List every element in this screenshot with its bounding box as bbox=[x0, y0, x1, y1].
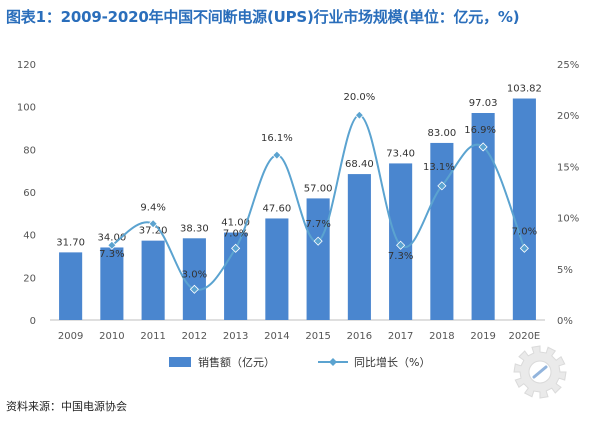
line-value-label: 7.0% bbox=[223, 228, 248, 239]
y-right-tick-label: 15% bbox=[557, 162, 579, 173]
logo-icon bbox=[513, 345, 567, 399]
x-tick-label: 2012 bbox=[182, 331, 207, 342]
y-left-tick-label: 60 bbox=[23, 188, 36, 199]
x-tick-label: 2015 bbox=[305, 331, 330, 342]
x-tick-label: 2011 bbox=[140, 331, 165, 342]
bar bbox=[100, 247, 124, 320]
growth-line-point bbox=[354, 110, 364, 120]
line-value-label: 16.9% bbox=[464, 125, 496, 136]
bar-value-label: 47.60 bbox=[263, 203, 292, 214]
x-tick-label: 2016 bbox=[347, 331, 372, 342]
bar-value-label: 41.00 bbox=[221, 218, 250, 229]
legend-bar-swatch bbox=[169, 357, 191, 367]
y-left-tick-label: 120 bbox=[17, 60, 36, 71]
bar-value-label: 103.82 bbox=[507, 84, 542, 95]
y-right-tick-label: 25% bbox=[557, 60, 579, 71]
line-value-label: 7.3% bbox=[388, 251, 413, 262]
x-tick-label: 2020E bbox=[508, 331, 540, 342]
growth-line-point bbox=[313, 236, 323, 246]
bar bbox=[306, 198, 330, 320]
bar-value-label: 57.00 bbox=[304, 183, 333, 194]
bar bbox=[347, 174, 371, 320]
x-tick-label: 2017 bbox=[388, 331, 413, 342]
growth-line-point bbox=[231, 243, 241, 253]
legend-line-label: 同比增长（%） bbox=[354, 355, 430, 369]
y-right-tick-label: 5% bbox=[557, 265, 573, 276]
bar-value-label: 34.00 bbox=[98, 232, 127, 243]
line-value-label: 7.3% bbox=[99, 249, 124, 260]
y-left-tick-label: 80 bbox=[23, 145, 36, 156]
growth-line-point bbox=[107, 240, 117, 250]
growth-line-point bbox=[478, 142, 488, 152]
growth-line bbox=[107, 110, 529, 294]
bar bbox=[224, 232, 248, 320]
chart-title: 图表1：2009-2020年中国不间断电源(UPS)行业市场规模(单位：亿元，%… bbox=[6, 8, 520, 26]
growth-line-point bbox=[437, 181, 447, 191]
y-right-tick-label: 10% bbox=[557, 214, 579, 225]
x-tick-label: 2019 bbox=[470, 331, 495, 342]
bar bbox=[59, 252, 83, 320]
legend-line-marker bbox=[329, 358, 337, 366]
line-value-label: 16.1% bbox=[261, 133, 293, 144]
x-tick-label: 2013 bbox=[223, 331, 248, 342]
line-labels: 7.3% 9.4% 3.0% 7.0% 16.1% 7.7% 20.0% 7.3% 13.1% 1… bbox=[99, 92, 537, 280]
y-left-tick-label: 40 bbox=[23, 231, 36, 242]
line-value-label: 20.0% bbox=[343, 92, 375, 103]
line-value-label: 13.1% bbox=[423, 162, 455, 173]
bar-value-label: 38.30 bbox=[180, 223, 209, 234]
y-left-tick-label: 100 bbox=[17, 103, 36, 114]
bar-value-label: 83.00 bbox=[428, 128, 457, 139]
bar bbox=[182, 238, 206, 320]
growth-line-point bbox=[189, 284, 199, 294]
y-right-tick-label: 0% bbox=[557, 316, 573, 327]
line-value-label: 7.7% bbox=[305, 219, 330, 230]
growth-line-point bbox=[148, 219, 158, 229]
bar-labels: 31.70 34.00 37.20 38.30 41.00 47.60 57.00 68.40… bbox=[56, 84, 542, 249]
growth-line-point bbox=[272, 150, 282, 160]
line-value-label: 3.0% bbox=[182, 269, 207, 280]
growth-line-point bbox=[519, 243, 529, 253]
bar-value-label: 31.70 bbox=[56, 237, 85, 248]
line-value-label: 7.0% bbox=[512, 226, 537, 237]
x-tick-label: 2009 bbox=[58, 331, 83, 342]
axes: 0 20 40 60 80 100 120 0% 5% 10% 15% 20% 25% 2009 2010 2… bbox=[17, 60, 579, 342]
gear-mark bbox=[532, 365, 548, 379]
bar bbox=[141, 240, 165, 320]
bar bbox=[471, 113, 495, 320]
x-tick-label: 2018 bbox=[429, 331, 454, 342]
legend: 销售额（亿元） 同比增长（%） bbox=[169, 355, 430, 369]
bar bbox=[512, 98, 536, 320]
growth-line-point bbox=[396, 240, 406, 250]
line-value-label: 9.4% bbox=[140, 203, 165, 214]
x-tick-label: 2010 bbox=[99, 331, 124, 342]
bar-value-label: 73.40 bbox=[386, 148, 415, 159]
source-note: 资料来源：中国电源协会 bbox=[6, 400, 127, 413]
y-right-tick-label: 20% bbox=[557, 111, 579, 122]
legend-bar-label: 销售额（亿元） bbox=[198, 355, 275, 369]
y-left-tick-label: 20 bbox=[23, 273, 36, 284]
bar bbox=[265, 218, 289, 320]
bar bbox=[430, 142, 454, 320]
bar-value-label: 68.40 bbox=[345, 159, 374, 170]
bar-value-label: 37.20 bbox=[139, 226, 168, 237]
y-left-tick-label: 0 bbox=[30, 316, 36, 327]
bar-value-label: 97.03 bbox=[469, 98, 498, 109]
x-tick-label: 2014 bbox=[264, 331, 289, 342]
